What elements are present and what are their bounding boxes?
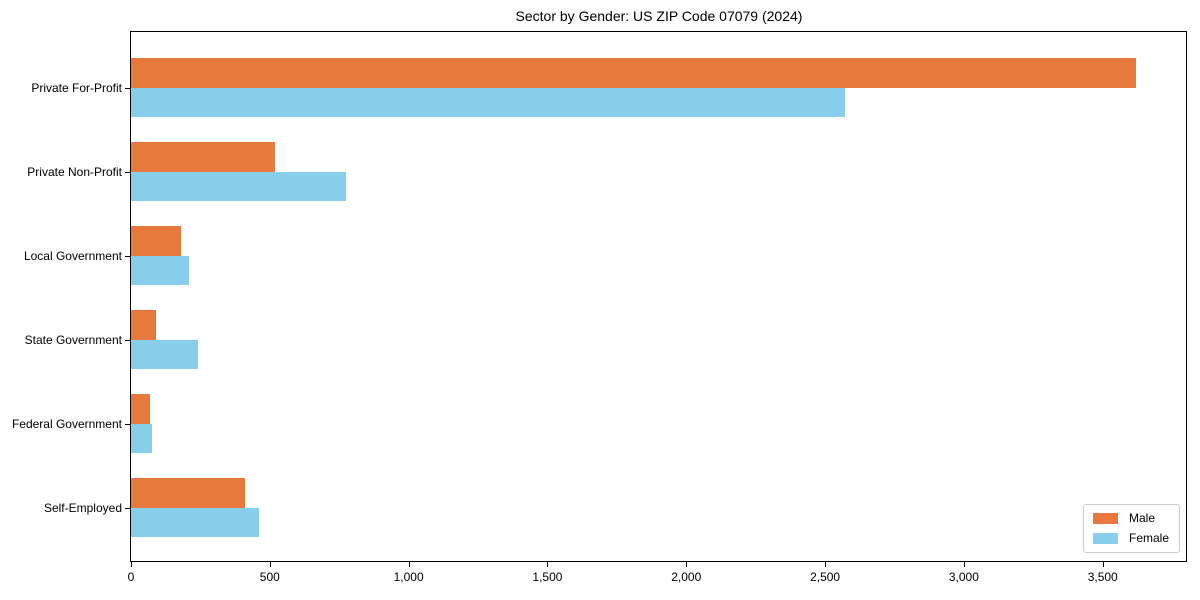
- bar-male-0: [131, 58, 1137, 88]
- x-axis-tick: [131, 562, 132, 567]
- y-axis-label: Private Non-Profit: [27, 164, 122, 179]
- y-axis-tick: [125, 171, 130, 173]
- bar-female-2: [131, 255, 190, 285]
- x-axis-tick: [825, 562, 827, 567]
- bar-female-0: [131, 87, 845, 117]
- x-axis-tick: [686, 562, 688, 567]
- bar-female-3: [131, 339, 198, 369]
- x-axis-tick-label: 2,000: [671, 570, 702, 584]
- x-axis-tick-label: 500: [259, 570, 280, 584]
- y-axis-label: Self-Employed: [43, 500, 122, 515]
- bar-male-2: [131, 226, 181, 256]
- y-axis-tick: [125, 87, 130, 89]
- y-axis-label: Private For-Profit: [31, 80, 122, 95]
- x-axis-tick: [408, 562, 410, 567]
- y-axis-label: Local Government: [23, 248, 122, 263]
- bar-male-1: [131, 142, 276, 172]
- x-axis-tick-label: 1,000: [393, 570, 424, 584]
- y-axis-tick: [125, 255, 130, 257]
- bar-female-1: [131, 171, 347, 201]
- x-axis-tick-label: 3,500: [1087, 570, 1118, 584]
- legend-entry-male: Male: [1092, 511, 1169, 525]
- legend: Male Female: [1082, 504, 1180, 553]
- legend-entry-female: Female: [1092, 531, 1169, 545]
- x-axis-tick-label: 3,000: [948, 570, 979, 584]
- bar-male-4: [131, 394, 151, 424]
- bar-male-3: [131, 310, 156, 340]
- y-axis-tick: [125, 507, 130, 509]
- female-swatch-icon: [1092, 533, 1118, 544]
- plot-area: Male Female: [130, 31, 1187, 562]
- bar-female-4: [131, 423, 152, 453]
- y-axis-label: State Government: [24, 332, 122, 347]
- y-axis-tick: [125, 423, 130, 425]
- x-axis-tick: [963, 562, 965, 567]
- legend-label-male: Male: [1128, 511, 1155, 525]
- x-axis-tick-label: 1,500: [532, 570, 563, 584]
- bar-male-5: [131, 478, 245, 508]
- male-swatch-icon: [1092, 513, 1118, 524]
- bar-female-5: [131, 507, 259, 537]
- legend-label-female: Female: [1128, 531, 1169, 545]
- x-axis-tick: [547, 562, 549, 567]
- chart-title: Sector by Gender: US ZIP Code 07079 (202…: [515, 8, 803, 24]
- x-axis-tick: [269, 562, 271, 567]
- x-axis-tick: [1102, 562, 1104, 567]
- y-axis-tick: [125, 339, 130, 341]
- x-axis-tick-label: 2,500: [810, 570, 841, 584]
- y-axis-label: Federal Government: [11, 416, 122, 431]
- x-axis-tick-label: 0: [127, 570, 135, 584]
